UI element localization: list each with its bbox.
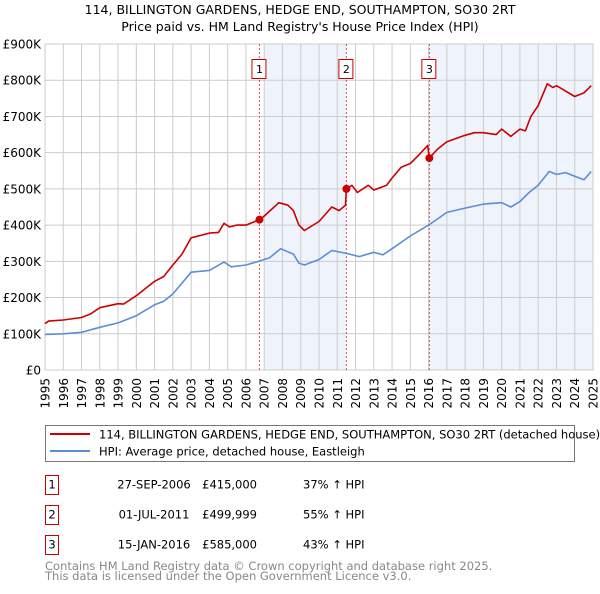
- y-tick-label: £100K: [3, 327, 43, 341]
- x-tick-label: 2001: [148, 378, 162, 409]
- y-tick-label: £300K: [3, 255, 43, 269]
- transaction-price: £585,000: [202, 538, 257, 552]
- marker-number: 2: [48, 508, 55, 522]
- transaction-date: 01-JUL-2011: [119, 508, 190, 522]
- x-tick-label: 1999: [112, 378, 126, 409]
- x-tick-label: 2007: [258, 378, 272, 409]
- sale-point: [255, 216, 263, 224]
- x-tick-label: 2008: [276, 378, 290, 409]
- transaction-delta: 43% ↑ HPI: [303, 538, 364, 552]
- footer-licence: This data is licensed under the Open Gov…: [44, 569, 411, 583]
- y-tick-label: £200K: [3, 291, 43, 305]
- x-tick-label: 2003: [185, 378, 199, 409]
- x-tick-label: 2024: [568, 378, 582, 409]
- y-tick-label: £900K: [3, 38, 43, 52]
- shaded-region: [264, 44, 346, 370]
- x-tick-label: 2019: [477, 378, 491, 409]
- transaction-date: 27-SEP-2006: [117, 478, 190, 492]
- x-tick-label: 2010: [313, 378, 327, 409]
- x-tick-label: 2020: [495, 378, 509, 409]
- chart-title: 114, BILLINGTON GARDENS, HEDGE END, SOUT…: [85, 2, 516, 17]
- transaction-delta: 55% ↑ HPI: [303, 508, 364, 522]
- y-tick-label: £500K: [3, 182, 43, 196]
- x-tick-label: 2013: [367, 378, 381, 409]
- x-tick-label: 2014: [386, 378, 400, 409]
- transaction-price: £415,000: [202, 478, 257, 492]
- marker-number: 3: [48, 538, 55, 552]
- marker-number: 1: [48, 478, 55, 492]
- y-tick-label: £0: [26, 364, 41, 378]
- transaction-date: 15-JAN-2016: [118, 538, 191, 552]
- sale-point: [425, 154, 433, 162]
- transaction-delta: 37% ↑ HPI: [303, 478, 364, 492]
- x-tick-label: 2005: [221, 378, 235, 409]
- legend: 114, BILLINGTON GARDENS, HEDGE END, SOUT…: [46, 426, 600, 462]
- x-tick-label: 1996: [57, 378, 71, 409]
- x-tick-label: 2002: [166, 378, 180, 409]
- legend-label-property: 114, BILLINGTON GARDENS, HEDGE END, SOUT…: [99, 428, 600, 442]
- transaction-row: 2 01-JUL-2011 £499,999 55% ↑ HPI: [46, 506, 365, 525]
- x-tick-label: 2009: [294, 378, 308, 409]
- y-tick-label: £600K: [3, 146, 43, 160]
- x-tick-label: 2025: [587, 378, 600, 409]
- sale-marker-number: 3: [426, 63, 433, 76]
- y-tick-label: £800K: [3, 74, 43, 88]
- x-tick-label: 2006: [239, 378, 253, 409]
- x-tick-label: 2018: [459, 378, 473, 409]
- chart-subtitle: Price paid vs. HM Land Registry's House …: [121, 19, 478, 34]
- x-tick-label: 2011: [331, 378, 345, 409]
- x-tick-label: 2023: [550, 378, 564, 409]
- y-tick-label: £700K: [3, 110, 43, 124]
- sale-marker-number: 2: [343, 63, 350, 76]
- x-tick-label: 2004: [203, 378, 217, 409]
- x-tick-label: 1997: [75, 378, 89, 409]
- plot-area: 1995 1996 1997 1998 1999 2000 2001 2002 2003 2004…: [3, 38, 600, 409]
- transaction-row: 3 15-JAN-2016 £585,000 43% ↑ HPI: [46, 536, 365, 555]
- x-tick-label: 2015: [404, 378, 418, 409]
- sale-point: [342, 185, 350, 193]
- transaction-price: £499,999: [202, 508, 257, 522]
- transaction-row: 1 27-SEP-2006 £415,000 37% ↑ HPI: [46, 476, 365, 495]
- x-tick-label: 2021: [513, 378, 527, 409]
- legend-label-hpi: HPI: Average price, detached house, East…: [99, 445, 365, 459]
- x-tick-label: 2016: [422, 378, 436, 409]
- y-tick-label: £400K: [3, 219, 43, 233]
- transactions-table: 1 27-SEP-2006 £415,000 37% ↑ HPI 2 01-JU…: [46, 476, 365, 555]
- x-tick-label: 2022: [532, 378, 546, 409]
- x-tick-label: 2017: [440, 378, 454, 409]
- x-tick-label: 2000: [130, 378, 144, 409]
- x-tick-label: 2012: [349, 378, 363, 409]
- x-tick-label: 1995: [39, 378, 53, 409]
- x-tick-label: 1998: [93, 378, 107, 409]
- sale-marker-number: 1: [256, 63, 263, 76]
